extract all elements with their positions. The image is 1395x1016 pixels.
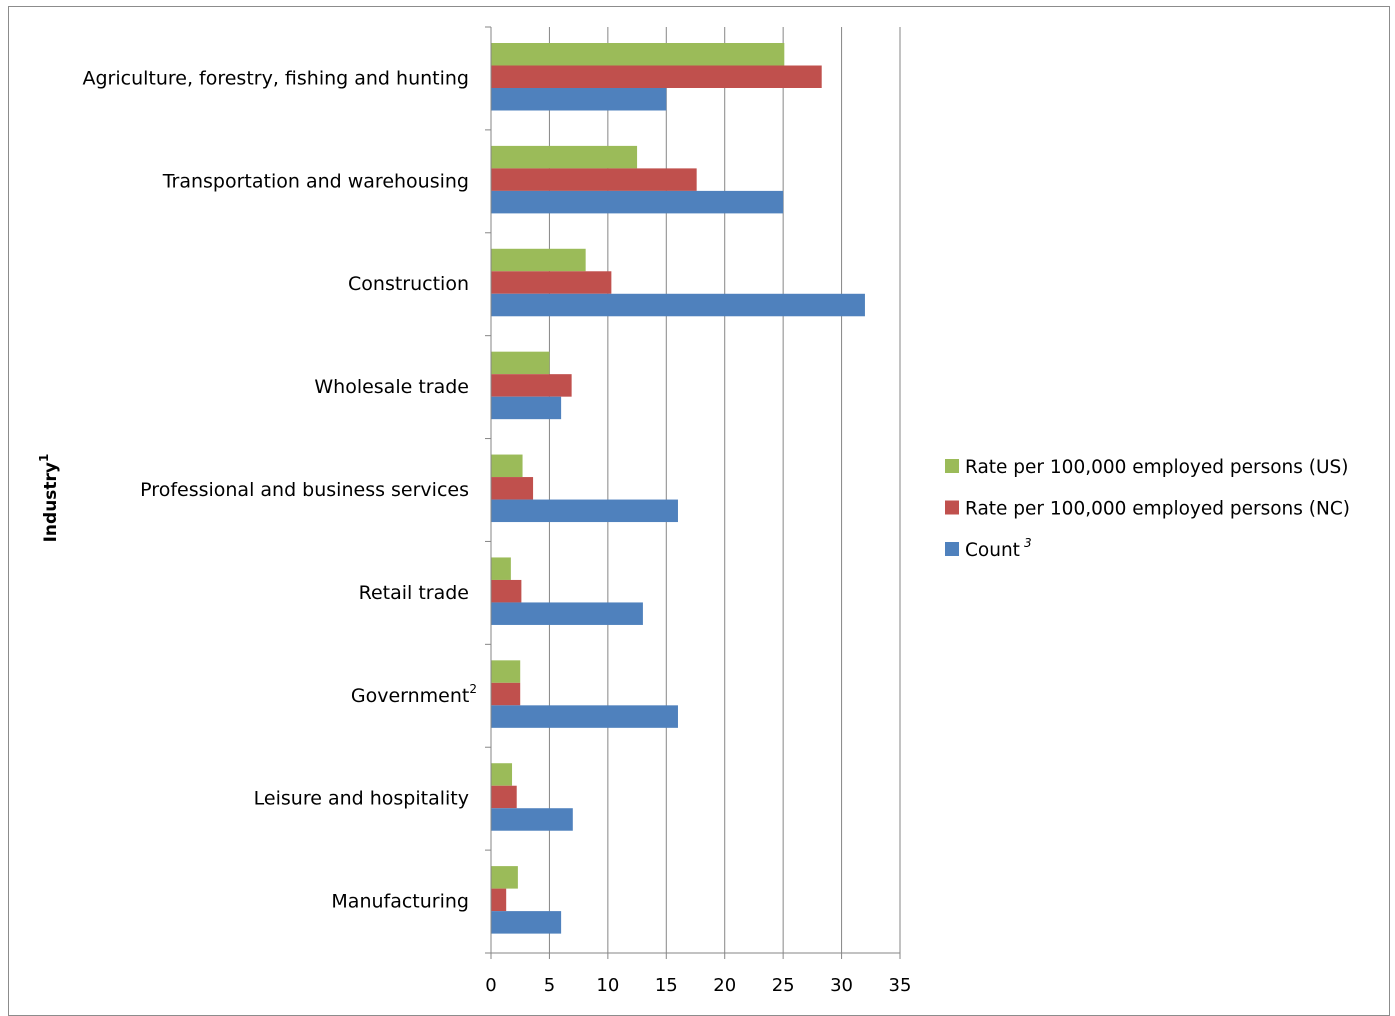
legend: Rate per 100,000 employed persons (US) Ra… xyxy=(945,457,1350,561)
bar xyxy=(491,88,667,111)
bar xyxy=(491,168,697,191)
bar xyxy=(491,477,534,500)
bar xyxy=(491,888,507,912)
x-tick-label: 35 xyxy=(889,975,912,996)
bar xyxy=(491,660,521,683)
legend-label: Rate per 100,000 employed persons (NC) xyxy=(965,499,1350,520)
category-label: Agriculture, forestry, fishing and hunti… xyxy=(82,67,469,89)
bar xyxy=(491,911,562,934)
category-label: Government2 xyxy=(351,682,477,707)
bar xyxy=(491,351,550,375)
bar xyxy=(491,557,511,580)
legend-label: Count 3 xyxy=(965,536,1032,561)
y-axis-title-footnote: 1 xyxy=(37,454,51,462)
bar xyxy=(491,190,784,214)
bar xyxy=(491,271,612,294)
bar xyxy=(491,808,573,831)
category-label: Wholesale trade xyxy=(314,376,469,398)
category-label: Professional and business services xyxy=(140,479,469,501)
legend-item: Rate per 100,000 employed persons (US) xyxy=(945,457,1349,478)
category-label: Transportation and warehousing xyxy=(162,170,469,192)
bar xyxy=(491,43,785,66)
x-tick-label: 10 xyxy=(596,975,619,996)
bar xyxy=(491,454,523,478)
x-tick-labels: 0 5 10 15 20 25 30 35 xyxy=(485,975,911,996)
bar xyxy=(491,248,586,272)
legend-item: Rate per 100,000 employed persons (NC) xyxy=(945,499,1350,520)
x-tick-label: 30 xyxy=(830,975,853,996)
legend-swatch xyxy=(945,459,959,473)
legend-swatch xyxy=(945,542,959,556)
legend-label: Rate per 100,000 employed persons (US) xyxy=(965,457,1349,478)
x-tick-label: 20 xyxy=(713,975,736,996)
bar xyxy=(491,145,638,169)
bar xyxy=(491,785,517,809)
bar xyxy=(491,763,513,786)
x-tick-label: 0 xyxy=(485,975,496,996)
y-axis-title: Industry1 xyxy=(37,454,61,543)
bar xyxy=(491,705,678,728)
category-label: Manufacturing xyxy=(331,891,469,913)
bar xyxy=(491,602,643,625)
legend-item: Count 3 xyxy=(945,536,1032,561)
axes xyxy=(485,26,901,959)
x-tick-label: 25 xyxy=(772,975,795,996)
x-tick-label: 15 xyxy=(655,975,678,996)
bar xyxy=(491,374,572,397)
bar xyxy=(491,396,562,420)
bar xyxy=(491,499,678,523)
bar xyxy=(491,579,522,603)
category-label: Construction xyxy=(348,273,469,295)
bar xyxy=(491,65,822,88)
x-tick-label: 5 xyxy=(544,975,555,996)
category-label: Leisure and hospitality xyxy=(254,788,469,810)
category-labels: Agriculture, forestry, fishing and hunti… xyxy=(82,67,477,912)
category-label: Retail trade xyxy=(359,582,469,604)
bar xyxy=(491,293,865,317)
bars xyxy=(491,43,865,934)
legend-swatch xyxy=(945,500,959,515)
bar xyxy=(491,682,521,706)
bar xyxy=(491,866,518,889)
